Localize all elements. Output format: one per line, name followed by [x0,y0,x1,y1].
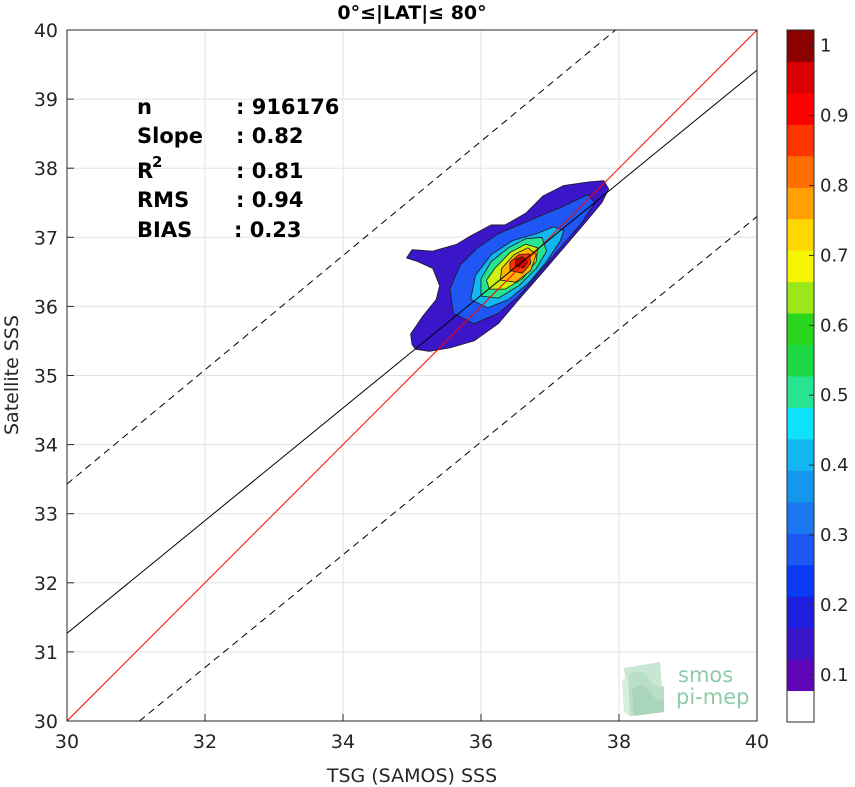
stat-label: n [137,95,152,119]
regression-line [66,69,758,634]
stat-value: : 0.23 [234,218,302,242]
x-tick-label: 38 [607,731,631,753]
y-tick-label: 31 [34,642,58,664]
y-axis-label: Satellite SSS [1,315,23,435]
stat-label: Slope [137,124,203,148]
stat-value: : 0.81 [236,159,304,183]
colorbar-segment [787,61,814,94]
y-tick-label: 33 [34,504,58,526]
colorbar-tick-label: 0.9 [820,106,849,127]
colorbar [786,29,815,723]
lower-bound-line [139,216,758,722]
stat-superscript: 2 [152,153,162,171]
smos-pi-mep-logo: smos pi-mep [622,662,749,716]
one-to-one-line [66,29,758,722]
y-tick-label: 34 [34,435,58,457]
colorbar-segment [787,313,814,346]
stat-label: RMS [137,188,189,212]
colorbar-segment [787,690,814,723]
colorbar-tick-label: 0.3 [820,525,849,546]
colorbar-segment [787,344,814,377]
x-ticks: 30 32 34 36 38 40 [55,714,769,753]
x-axis-label: TSG (SAMOS) SSS [326,765,497,787]
chart-title: 0°≤|LAT|≤ 80° [337,2,486,24]
colorbar-frame [786,29,815,723]
x-tick-label: 34 [331,731,355,753]
logo-text-pi-mep: pi-mep [676,685,749,709]
y-tick-label: 39 [34,89,58,111]
colorbar-tick-label: 0.6 [820,315,849,336]
colorbar-tick-label: 0.2 [820,595,849,616]
colorbar-segment [787,376,814,408]
logo-text-smos: smos [678,663,733,687]
upper-bound-line [66,29,616,485]
y-tick-label: 35 [34,366,58,388]
colorbar-segment [787,564,814,597]
colorbar-tick-label: 0.7 [820,245,849,266]
colorbar-tick-label: 1 [820,36,831,57]
colorbar-segment [787,92,814,125]
colorbar-segment [787,124,814,157]
colorbar-segment [787,438,814,471]
stat-value: : 0.82 [236,124,304,148]
x-tick-label: 36 [469,731,493,753]
colorbar-segment [787,533,814,566]
statistics-box: n : 916176 Slope : 0.82 R2 : 0.81 RMS : 0.94 BIA… [137,95,339,242]
stat-value: : 916176 [236,95,339,119]
colorbar-tick-label: 0.5 [820,385,849,406]
y-tick-label: 30 [34,711,58,733]
colorbar-segment [787,501,814,534]
colorbar-segment [787,407,814,440]
stat-label: R [137,159,153,183]
x-tick-label: 40 [745,731,769,753]
colorbar-segment [787,218,814,251]
colorbar-segment [787,281,814,314]
colorbar-tick-label: 0.1 [820,665,849,686]
colorbar-tick-label: 0.4 [820,455,849,476]
colorbar-segment [787,627,814,660]
colorbar-segment [787,155,814,188]
stat-label: BIAS [137,218,192,242]
stat-value: : 0.94 [236,188,304,212]
y-tick-label: 37 [34,227,58,249]
colorbar-ticks: 0.1 0.2 0.3 0.4 0.5 0.6 0.7 0.8 0.9 1 [809,36,849,686]
y-ticks: 30 31 32 33 34 35 36 37 38 39 40 [34,20,74,733]
colorbar-segment [787,187,814,220]
x-tick-label: 30 [55,731,79,753]
colorbar-segment [787,596,814,629]
y-tick-label: 32 [34,573,58,595]
colorbar-segment [787,470,814,503]
colorbar-tick-label: 0.8 [820,176,849,197]
reference-lines [66,29,758,722]
grid [66,29,758,722]
x-tick-label: 32 [193,731,217,753]
logo-waves-icon [622,662,664,716]
y-tick-label: 38 [34,158,58,180]
y-tick-label: 40 [34,20,58,42]
y-tick-label: 36 [34,296,58,318]
